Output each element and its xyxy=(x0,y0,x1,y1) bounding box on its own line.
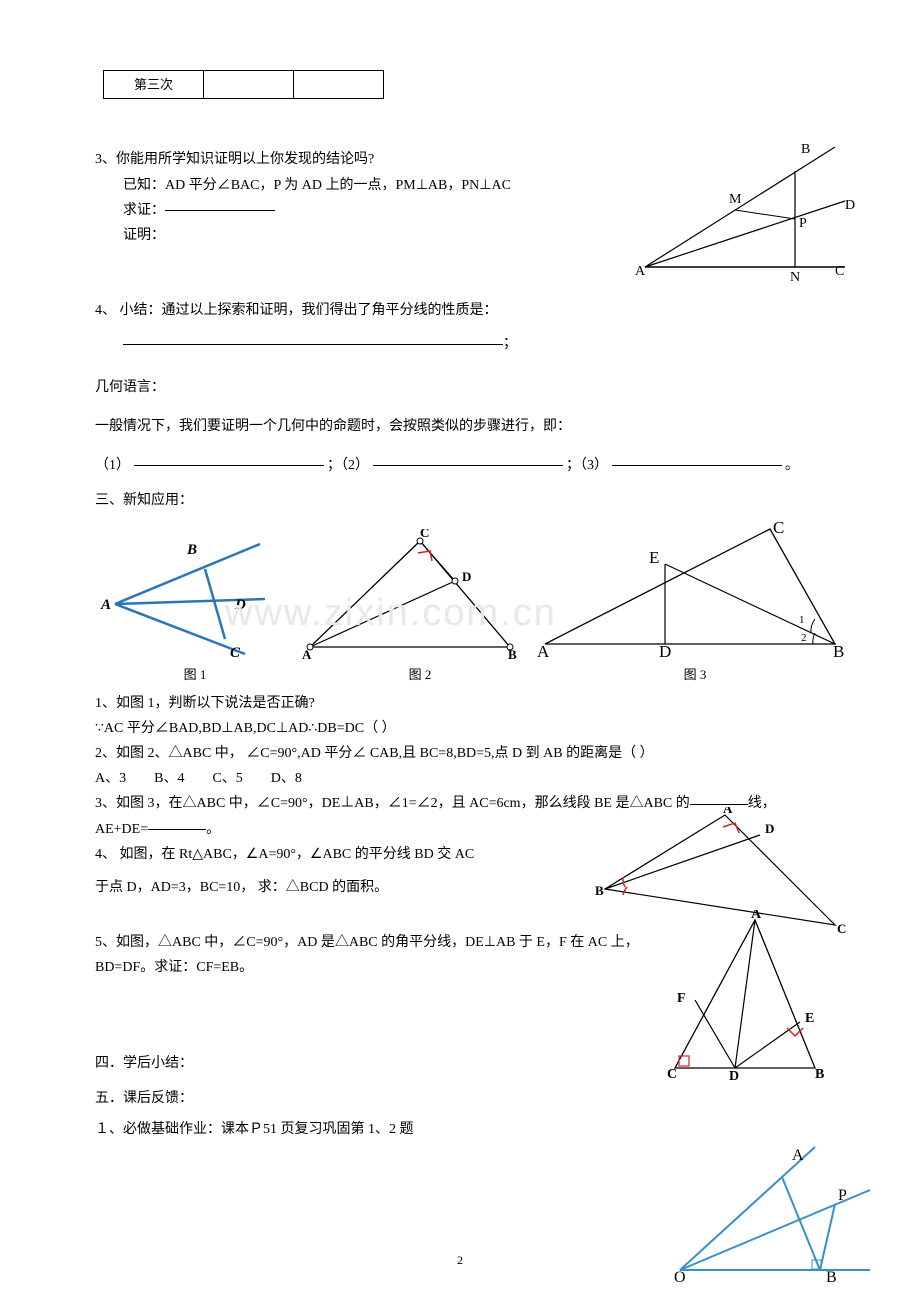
svg-text:E: E xyxy=(649,548,659,567)
svg-text:A: A xyxy=(792,1147,804,1164)
blank xyxy=(148,829,206,830)
svg-text:B: B xyxy=(508,647,517,659)
q3-prove-line: 求证： xyxy=(95,198,595,223)
app-q5a: 5、如图，△ABC 中，∠C=90°，AD 是△ABC 的角平分线，DE⊥AB … xyxy=(95,930,655,955)
svg-text:O: O xyxy=(674,1269,686,1282)
question-5-block: 5、如图，△ABC 中，∠C=90°，AD 是△ABC 的角平分线，DE⊥AB … xyxy=(95,930,845,980)
svg-text:C: C xyxy=(420,529,429,540)
svg-text:A: A xyxy=(302,647,312,659)
svg-text:B: B xyxy=(826,1269,837,1282)
general-steps-intro: 一般情况下，我们要证明一个几何中的命题时，会按照类似的步骤进行，即： xyxy=(95,414,845,439)
blank xyxy=(123,344,503,345)
table-cell-empty xyxy=(204,71,294,99)
svg-text:D: D xyxy=(845,198,855,213)
q3-prove-label: 求证： xyxy=(123,203,165,218)
q4-summary-line: 4、 小结：通过以上探索和证明，我们得出了角平分线的性质是： xyxy=(95,298,845,323)
svg-text:M: M xyxy=(729,192,742,207)
section-5-heading: 五．课后反馈： xyxy=(95,1086,845,1111)
app-q3-line: 3、如图 3，在△ABC 中，∠C=90°，DE⊥AB，∠1=∠2，且 AC=6… xyxy=(95,791,845,816)
fig2-label: 图 2 xyxy=(300,663,540,686)
blank xyxy=(612,465,782,466)
svg-text:N: N xyxy=(790,270,800,285)
q3-prompt: 3、你能用所学知识证明以上你发现的结论吗? xyxy=(95,147,595,172)
homework-line: １、必做基础作业：课本Ｐ51 页复习巩固第 1、2 题 xyxy=(95,1117,845,1142)
svg-text:E: E xyxy=(805,1011,814,1026)
figure-labels-row: 图 1 图 2 图 3 xyxy=(95,663,845,686)
svg-text:A: A xyxy=(537,642,550,659)
figure-2: A B C D xyxy=(290,529,530,659)
app-q1b: ∵AC 平分∠BAD,BD⊥AB,DC⊥AD∴DB=DC（ ） xyxy=(95,716,845,741)
app-q4a: 4、 如图，在 Rt△ABC，∠A=90°，∠ABC 的平分线 BD 交 AC xyxy=(95,842,575,867)
page-number: 2 xyxy=(457,1250,463,1272)
diagram-q5: A B C D E F xyxy=(655,910,835,1080)
trial-table: 第三次 xyxy=(103,70,384,99)
q3-given: 已知：AD 平分∠BAC，P 为 AD 上的一点，PM⊥AB，PN⊥AC xyxy=(95,173,595,198)
steps-line: （1） ；（2） ；（3） 。 xyxy=(95,453,845,478)
figure-3: A B C D E 1 2 xyxy=(535,519,845,659)
q4-blank-line: ； xyxy=(95,331,845,356)
geom-language-label: 几何语言： xyxy=(95,375,845,400)
diagram-angle-bisector: A B C D M N P xyxy=(635,137,855,287)
question-4-block: AE+DE=。 4、 如图，在 Rt△ABC，∠A=90°，∠ABC 的平分线 … xyxy=(95,817,845,901)
q3-proof-label: 证明： xyxy=(95,223,595,248)
svg-text:P: P xyxy=(799,216,807,231)
svg-text:A: A xyxy=(635,264,646,279)
three-figures-row: www.zixin.com.cn A B C D A B C D A B C D xyxy=(95,519,845,659)
table-cell-empty xyxy=(294,71,384,99)
svg-text:C: C xyxy=(667,1067,677,1080)
blank xyxy=(690,804,748,805)
table-row-label: 第三次 xyxy=(104,71,204,99)
app-q2-options: A、3 B、4 C、5 D、8 xyxy=(95,766,845,791)
question-3-block: 3、你能用所学知识证明以上你发现的结论吗? 已知：AD 平分∠BAC，P 为 A… xyxy=(95,147,845,248)
figure-1: A B C D xyxy=(95,529,285,659)
svg-text:B: B xyxy=(186,542,197,558)
svg-text:B: B xyxy=(595,883,604,898)
svg-text:C: C xyxy=(835,264,844,279)
blank xyxy=(373,465,563,466)
svg-text:P: P xyxy=(838,1187,847,1204)
svg-text:A: A xyxy=(100,597,111,613)
svg-text:B: B xyxy=(815,1067,824,1080)
blank xyxy=(165,210,275,211)
svg-text:F: F xyxy=(677,991,686,1006)
svg-text:A: A xyxy=(751,910,762,922)
svg-text:2: 2 xyxy=(801,632,807,644)
svg-text:D: D xyxy=(234,597,246,613)
diagram-bottom: O A B P xyxy=(670,1142,880,1282)
section-3-heading: 三、新知应用： xyxy=(95,488,845,513)
svg-text:B: B xyxy=(801,142,810,157)
app-q1: 1、如图 1，判断以下说法是否正确? xyxy=(95,691,845,716)
blank xyxy=(134,465,324,466)
svg-text:1: 1 xyxy=(799,614,805,626)
svg-text:D: D xyxy=(729,1069,739,1080)
fig1-label: 图 1 xyxy=(100,663,290,686)
app-q2: 2、如图 2、△ABC 中， ∠C=90°,AD 平分∠ CAB,且 BC=8,… xyxy=(95,741,845,766)
fig3-label: 图 3 xyxy=(550,663,840,686)
svg-text:D: D xyxy=(462,569,471,584)
svg-text:C: C xyxy=(773,519,784,537)
svg-text:B: B xyxy=(833,642,844,659)
svg-text:C: C xyxy=(230,645,241,659)
svg-text:D: D xyxy=(659,642,671,659)
app-q5b: BD=DF。求证：CF=EB。 xyxy=(95,955,655,980)
app-q3c-line: AE+DE=。 xyxy=(95,817,845,842)
app-q4b: 于点 D，AD=3，BC=10， 求：△BCD 的面积。 xyxy=(95,875,575,900)
